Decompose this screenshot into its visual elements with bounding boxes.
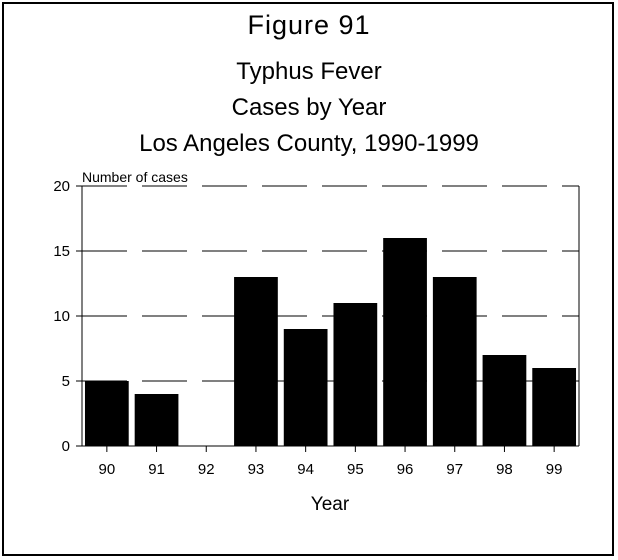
figure-label: Figure 91 (247, 10, 371, 40)
bar-93 (234, 277, 278, 446)
bars (84, 238, 577, 446)
x-tick-label: 90 (99, 461, 116, 478)
figure-frame (2, 2, 614, 556)
x-tick-label: 93 (248, 461, 265, 478)
bar-96 (383, 238, 427, 446)
y-tick-label: 20 (53, 178, 70, 195)
bar-94 (283, 329, 328, 446)
chart-title-line-1: Typhus Fever (236, 58, 382, 85)
axes: 0 5 10 15 20 90 91 92 93 94 95 96 97 98 99 (53, 178, 580, 478)
chart-title-line-2: Cases by Year (231, 94, 387, 121)
x-tick-label: 95 (347, 461, 364, 478)
x-tick-label: 98 (496, 461, 513, 478)
gridlines (82, 250, 579, 382)
bar-99 (532, 368, 577, 446)
bar-98 (482, 355, 527, 446)
bar-90 (84, 381, 129, 446)
x-tick-label: 91 (148, 461, 165, 478)
x-axis-label: Year (311, 494, 350, 515)
x-tick-label: 92 (198, 461, 215, 478)
x-tick-label: 96 (397, 461, 414, 478)
chart-title-line-3: Los Angeles County, 1990-1999 (139, 130, 479, 157)
bar-95 (333, 303, 378, 446)
x-tick-label: 99 (546, 461, 563, 478)
y-tick-label: 0 (62, 438, 70, 455)
x-tick-label: 97 (446, 461, 463, 478)
bar-91 (134, 394, 179, 446)
y-tick-label: 5 (62, 373, 70, 390)
y-axis-label: Number of cases (82, 169, 188, 185)
y-tick-label: 15 (53, 243, 70, 260)
y-tick-label: 10 (53, 308, 70, 325)
x-tick-label: 94 (297, 461, 314, 478)
bar-97 (432, 277, 477, 446)
